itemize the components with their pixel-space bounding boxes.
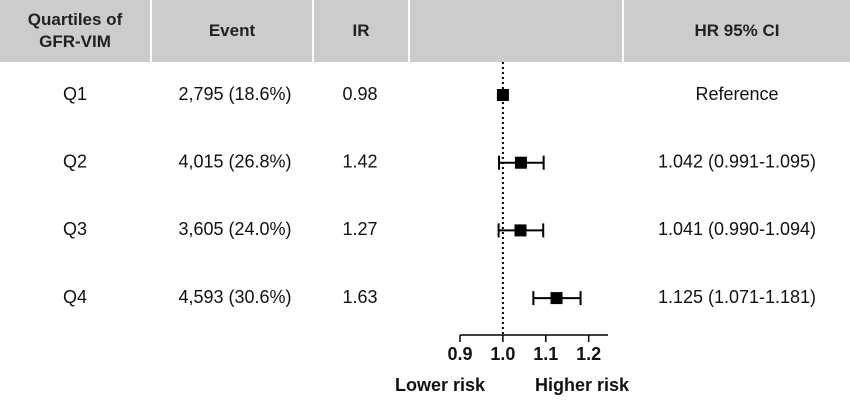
- event-cell: 4,015 (26.8%): [178, 151, 291, 171]
- ir-cell: 0.98: [342, 84, 377, 104]
- hr-point: [514, 224, 527, 237]
- annotation: Higher risk: [535, 375, 630, 395]
- quartile-label: Q4: [63, 287, 87, 307]
- x-tick-label: 1.1: [533, 344, 558, 364]
- hr-point: [496, 89, 509, 101]
- annotation: Lower risk: [395, 375, 486, 395]
- hr-point: [514, 156, 527, 169]
- header-cell: [410, 0, 622, 62]
- header-cell: HR 95% CI: [624, 0, 850, 62]
- hr-cell: 1.042 (0.991-1.095): [658, 151, 816, 171]
- header-cell: IR: [314, 0, 408, 62]
- header-text: Event: [208, 21, 256, 40]
- ir-cell: 1.63: [342, 287, 377, 307]
- event-cell: 3,605 (24.0%): [178, 219, 291, 239]
- header-cell: Quartiles of GFR-VIM: [0, 0, 150, 62]
- quartile-label: Q3: [63, 219, 87, 239]
- ir-cell: 1.27: [342, 219, 377, 239]
- event-cell: 2,795 (18.6%): [178, 84, 291, 104]
- header-text: Quartiles of GFR-VIM: [27, 10, 123, 51]
- quartile-label: Q2: [63, 151, 87, 171]
- hr-cell: 1.125 (1.071-1.181): [658, 287, 816, 307]
- quartile-label: Q1: [63, 84, 87, 104]
- hr-cell: Reference: [695, 84, 778, 104]
- hr-point: [550, 292, 563, 305]
- x-tick-label: 1.2: [576, 344, 601, 364]
- ir-cell: 1.42: [342, 151, 377, 171]
- x-tick-label: 0.9: [447, 344, 472, 364]
- hr-cell: 1.041 (0.990-1.094): [658, 219, 816, 239]
- header-text: IR: [352, 21, 370, 40]
- x-tick-label: 1.0: [490, 344, 515, 364]
- event-cell: 4,593 (30.6%): [178, 287, 291, 307]
- header-text: HR 95% CI: [694, 21, 780, 40]
- header-cell: Event: [152, 0, 312, 62]
